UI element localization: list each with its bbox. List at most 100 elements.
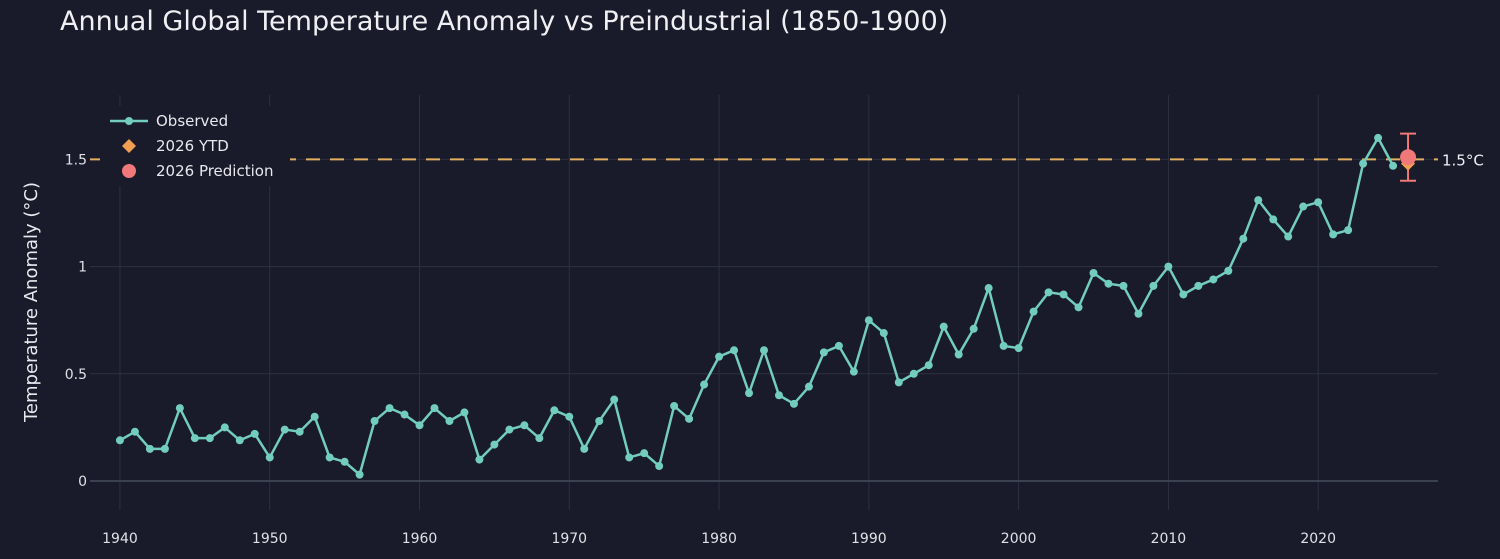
observed-point xyxy=(1239,234,1248,243)
observed-point xyxy=(1209,275,1218,284)
observed-point xyxy=(1059,290,1068,299)
x-tick-label: 1980 xyxy=(701,531,737,547)
observed-point xyxy=(1089,269,1098,278)
observed-point xyxy=(115,436,124,445)
observed-point xyxy=(774,391,783,400)
legend-label: 2026 YTD xyxy=(156,137,229,155)
observed-point xyxy=(999,341,1008,350)
observed-point xyxy=(355,470,364,479)
observed-point xyxy=(640,449,649,458)
observed-point xyxy=(205,434,214,443)
observed-point xyxy=(370,416,379,425)
observed-point xyxy=(295,427,304,436)
observed-point xyxy=(625,453,634,462)
x-tick-label: 1940 xyxy=(102,531,138,547)
observed-point xyxy=(1269,215,1278,224)
x-tick-label: 1960 xyxy=(402,531,438,547)
observed-point xyxy=(894,378,903,387)
tick-labels: 1940 1950 1960 1970 1980 1990 2000 2010 2020 0 0.5… xyxy=(65,152,1336,547)
prediction-point xyxy=(1400,149,1417,166)
observed-point xyxy=(145,444,154,453)
observed-point xyxy=(475,455,484,464)
observed-point xyxy=(1374,133,1383,142)
observed-point xyxy=(250,429,259,438)
observed-point xyxy=(760,346,768,355)
observed-point xyxy=(954,350,963,359)
legend-marker-icon xyxy=(125,117,133,125)
y-axis-label: Temperature Anomaly (°C) xyxy=(21,182,42,423)
observed-point xyxy=(924,361,933,370)
observed-point xyxy=(804,382,813,391)
observed-point xyxy=(1014,344,1023,353)
legend[interactable]: Observed 2026 YTD 2026 Prediction xyxy=(100,106,290,186)
x-tick-label: 1990 xyxy=(851,531,887,547)
y-tick-label: 0.5 xyxy=(65,367,87,383)
legend-circle-icon xyxy=(122,164,136,178)
observed-point xyxy=(160,444,169,453)
series-marks xyxy=(115,132,1417,479)
observed-point xyxy=(655,462,664,471)
observed-point xyxy=(595,416,604,425)
observed-point xyxy=(310,412,319,421)
observed-point xyxy=(670,401,679,410)
observed-point xyxy=(685,414,694,423)
observed-point xyxy=(490,440,499,449)
observed-point xyxy=(385,404,394,413)
observed-point xyxy=(700,380,709,389)
observed-point xyxy=(580,444,589,453)
y-tick-label: 1 xyxy=(78,260,87,276)
y-tick-label: 1.5 xyxy=(65,152,87,168)
observed-point xyxy=(1074,303,1083,312)
observed-point xyxy=(265,453,274,462)
observed-point xyxy=(520,421,529,430)
observed-point xyxy=(909,369,918,378)
observed-point xyxy=(1164,262,1173,271)
y-tick-label: 0 xyxy=(78,474,87,490)
observed-point xyxy=(939,322,948,331)
observed-point xyxy=(1179,290,1188,299)
observed-point xyxy=(1224,266,1233,275)
observed-point xyxy=(819,348,828,357)
observed-point xyxy=(415,421,424,430)
observed-point xyxy=(130,427,139,436)
reference-line: 1.5°C xyxy=(90,151,1484,169)
x-tick-label: 2020 xyxy=(1300,531,1336,547)
observed-point xyxy=(1389,161,1398,170)
observed-point xyxy=(175,404,184,413)
observed-point xyxy=(445,416,454,425)
observed-point xyxy=(190,434,199,443)
observed-point xyxy=(430,404,439,413)
observed-point xyxy=(1284,232,1293,241)
observed-point xyxy=(789,399,798,408)
x-tick-label: 2000 xyxy=(1001,531,1037,547)
observed-point xyxy=(1329,230,1338,239)
observed-point xyxy=(849,367,858,376)
observed-point xyxy=(280,425,289,434)
observed-point xyxy=(1344,226,1353,235)
observed-point xyxy=(1314,198,1323,207)
legend-label: Observed xyxy=(156,112,228,130)
observed-point xyxy=(864,316,873,325)
chart-title: Annual Global Temperature Anomaly vs Pre… xyxy=(60,6,948,37)
observed-point xyxy=(565,412,574,421)
legend-diamond-icon xyxy=(122,139,136,153)
observed-line xyxy=(119,135,1395,477)
observed-point xyxy=(1044,288,1053,297)
observed-point xyxy=(715,352,724,361)
observed-point xyxy=(505,425,514,434)
observed-point xyxy=(969,324,978,333)
observed-point xyxy=(235,436,244,445)
observed-point xyxy=(460,408,469,417)
x-tick-label: 1970 xyxy=(551,531,587,547)
observed-point xyxy=(340,457,349,466)
observed-point xyxy=(730,346,739,355)
threshold-label: 1.5°C xyxy=(1442,151,1484,169)
x-tick-label: 2010 xyxy=(1151,531,1187,547)
observed-point xyxy=(1149,281,1158,290)
observed-point xyxy=(745,389,754,398)
observed-point xyxy=(984,284,993,293)
observed-point xyxy=(400,410,409,419)
observed-point xyxy=(879,329,888,338)
observed-point xyxy=(1194,281,1203,290)
